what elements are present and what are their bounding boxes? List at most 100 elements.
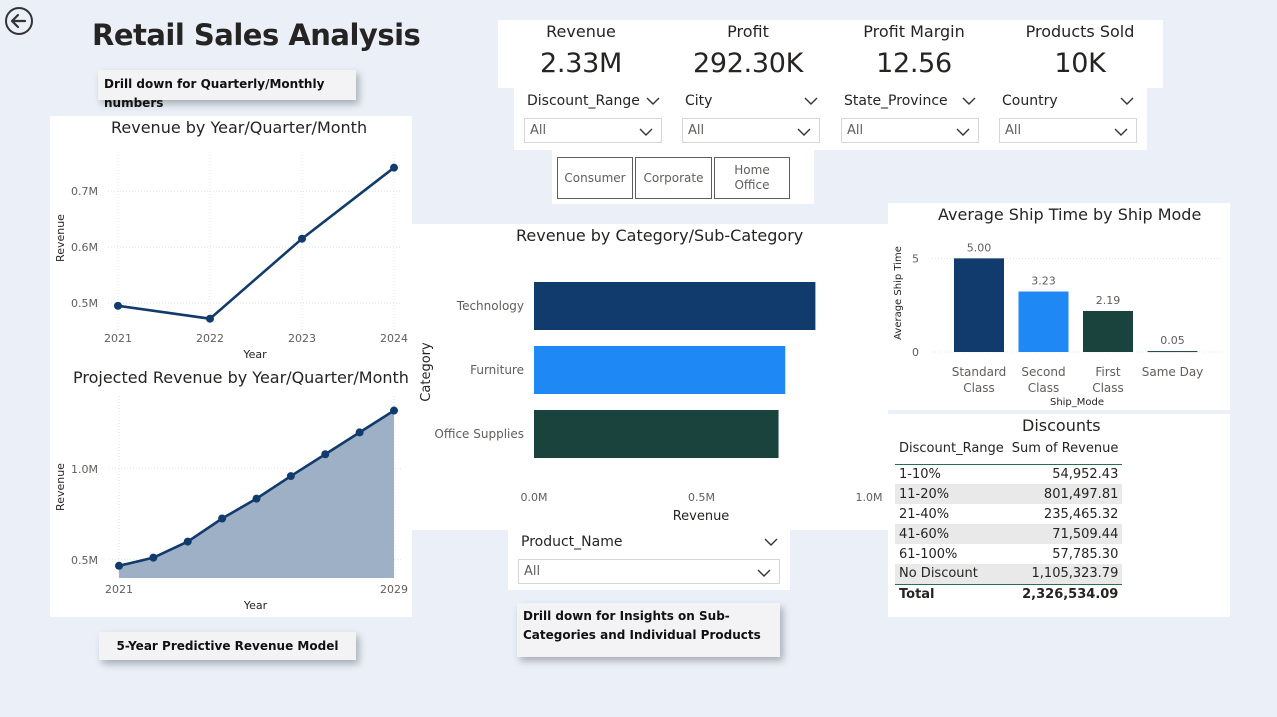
- x-tick-label: 0.5M: [688, 491, 715, 504]
- x-axis-title: Year: [242, 348, 267, 361]
- category-label: Furniture: [470, 363, 524, 377]
- y-axis-title: Revenue: [54, 214, 67, 262]
- table-row[interactable]: No Discount 1,105,323.79: [895, 564, 1123, 584]
- country-slicer-title: Country: [1002, 93, 1058, 109]
- table-cell: 11-20%: [895, 484, 1008, 504]
- table-title: Discounts: [1022, 416, 1101, 435]
- data-point: [206, 314, 214, 323]
- chart-title: Projected Revenue by Year/Quarter/Month: [73, 368, 409, 387]
- projected-revenue-chart: Projected Revenue by Year/Quarter/Month …: [50, 366, 412, 617]
- chevron-down-icon: [1114, 128, 1128, 136]
- data-point: [298, 234, 306, 243]
- chart-title: Revenue by Category/Sub-Category: [516, 226, 804, 245]
- table-row[interactable]: 1-10% 54,952.43: [895, 464, 1122, 484]
- city-value: All: [688, 123, 705, 138]
- y-tick-label: 0.6M: [71, 241, 98, 254]
- chevron-down-icon[interactable]: [1120, 96, 1134, 106]
- chevron-down-icon[interactable]: [646, 96, 660, 106]
- category-label: Second: [1021, 365, 1065, 379]
- data-point: [321, 450, 330, 459]
- category-label: Same Day: [1142, 365, 1204, 379]
- series-line: [117, 166, 395, 321]
- segment-consumer-button[interactable]: Consumer: [557, 157, 633, 199]
- data-point: [390, 163, 398, 172]
- data-point: [218, 514, 227, 523]
- discounts-table: Discount_Range Sum of Revenue 1-10% 54,95…: [895, 434, 1123, 604]
- slicer-panel: Discount_Range All City All State_Provin…: [514, 88, 1147, 150]
- drill-time-callout: Drill down for Quarterly/Monthly numbers: [98, 70, 356, 110]
- y-tick-label: 1.0M: [71, 463, 98, 476]
- kpi-panel: Revenue 2.33M Profit 292.30K Profit Marg…: [498, 20, 1163, 88]
- y-tick-label: 0: [912, 346, 919, 359]
- category-label: Standard: [952, 365, 1007, 379]
- chevron-down-icon: [639, 128, 653, 136]
- y-tick-label: 0.5M: [71, 297, 98, 310]
- data-point: [114, 301, 122, 310]
- table-cell: 71,509.44: [1007, 524, 1123, 544]
- chevron-down-icon[interactable]: [962, 96, 976, 106]
- kpi-profit-value: 292.30K: [692, 48, 804, 79]
- chevron-down-icon: [757, 569, 771, 577]
- category-label: Office Supplies: [434, 427, 524, 441]
- data-label: 0.05: [1160, 334, 1185, 347]
- state-province-dropdown[interactable]: All: [841, 118, 979, 143]
- x-tick-label: 2021: [105, 583, 133, 596]
- x-tick-label: 2029: [380, 583, 408, 596]
- table-cell: 2,326,534.09: [1007, 583, 1123, 604]
- discounts-table-panel: Discounts Discount_Range Sum of Revenue …: [888, 414, 1230, 617]
- table-row[interactable]: 41-60% 71,509.44: [895, 524, 1123, 544]
- table-row[interactable]: 11-20% 801,497.81: [895, 484, 1123, 504]
- column-header[interactable]: Sum of Revenue: [1007, 434, 1123, 465]
- x-tick-label: 2021: [104, 332, 132, 345]
- table-cell: 1-10%: [899, 466, 941, 482]
- table-total-row: Total 2,326,534.09: [895, 583, 1123, 604]
- y-axis-title: Revenue: [54, 463, 67, 511]
- column-header[interactable]: Discount_Range: [895, 434, 1008, 465]
- kpi-revenue-label: Revenue: [546, 22, 616, 41]
- arrow-left-circle-icon[interactable]: [4, 6, 34, 36]
- x-tick-label: 2022: [196, 332, 224, 345]
- y-axis-title: Category: [419, 342, 434, 402]
- chevron-down-icon[interactable]: [804, 96, 818, 106]
- kpi-products-value: 10K: [1054, 48, 1106, 79]
- x-tick-label: 2023: [288, 332, 316, 345]
- area-chart-svg[interactable]: 0.5M 1.0M 2021 2029 Year Revenue: [50, 366, 412, 617]
- x-tick-label: 0.0M: [521, 491, 548, 504]
- table-cell: No Discount: [895, 564, 1008, 584]
- country-value: All: [1005, 123, 1022, 138]
- city-slicer-title: City: [685, 93, 713, 109]
- y-tick-label: 0.7M: [71, 185, 98, 198]
- predictive-callout: 5-Year Predictive Revenue Model: [99, 632, 356, 660]
- category-label: Technology: [456, 299, 524, 313]
- data-point: [286, 472, 295, 481]
- table-row[interactable]: 21-40% 235,465.32: [895, 504, 1122, 524]
- country-dropdown[interactable]: All: [999, 118, 1137, 143]
- chevron-down-icon[interactable]: [764, 537, 778, 547]
- hbar-chart-svg[interactable]: 0.0M 0.5M 1.0M Technology Furniture Office Su…: [412, 224, 888, 530]
- table-row[interactable]: 61-100% 57,785.30: [895, 544, 1122, 564]
- y-tick-label: 0.5M: [71, 554, 98, 567]
- y-tick-label: 5: [912, 252, 919, 265]
- discount-range-slicer-title: Discount_Range: [527, 93, 640, 109]
- discount-range-value: All: [530, 123, 547, 138]
- kpi-profit-label: Profit: [727, 22, 769, 41]
- line-chart-svg[interactable]: 0.5M 0.6M 0.7M 2021 2022 2023 2024 Year Revenue: [50, 116, 412, 366]
- data-label: 3.23: [1031, 275, 1056, 288]
- bar: [1018, 291, 1069, 352]
- segment-home-office-button[interactable]: Home Office: [714, 157, 790, 199]
- y-axis-title: Average Ship Time: [893, 246, 904, 340]
- ship-time-chart: Average Ship Time by Ship Mode 0 5 5.00 Sta…: [888, 203, 1230, 410]
- data-point: [183, 537, 192, 546]
- data-point: [390, 406, 398, 415]
- x-tick-label: 1.0M: [856, 491, 883, 504]
- city-dropdown[interactable]: All: [682, 118, 820, 143]
- vbar-chart-svg[interactable]: 0 5 5.00 Standard Class 3.23 Second Class 2.19 Fi…: [888, 203, 1230, 410]
- category-label: Class: [963, 381, 995, 395]
- product-name-dropdown[interactable]: All: [518, 559, 780, 584]
- chevron-down-icon: [956, 128, 970, 136]
- table-cell: 801,497.81: [1007, 484, 1123, 504]
- segment-corporate-button[interactable]: Corporate: [635, 157, 712, 199]
- table-cell: 21-40%: [899, 506, 950, 522]
- category-label: Class: [1092, 381, 1124, 395]
- discount-range-dropdown[interactable]: All: [524, 118, 662, 143]
